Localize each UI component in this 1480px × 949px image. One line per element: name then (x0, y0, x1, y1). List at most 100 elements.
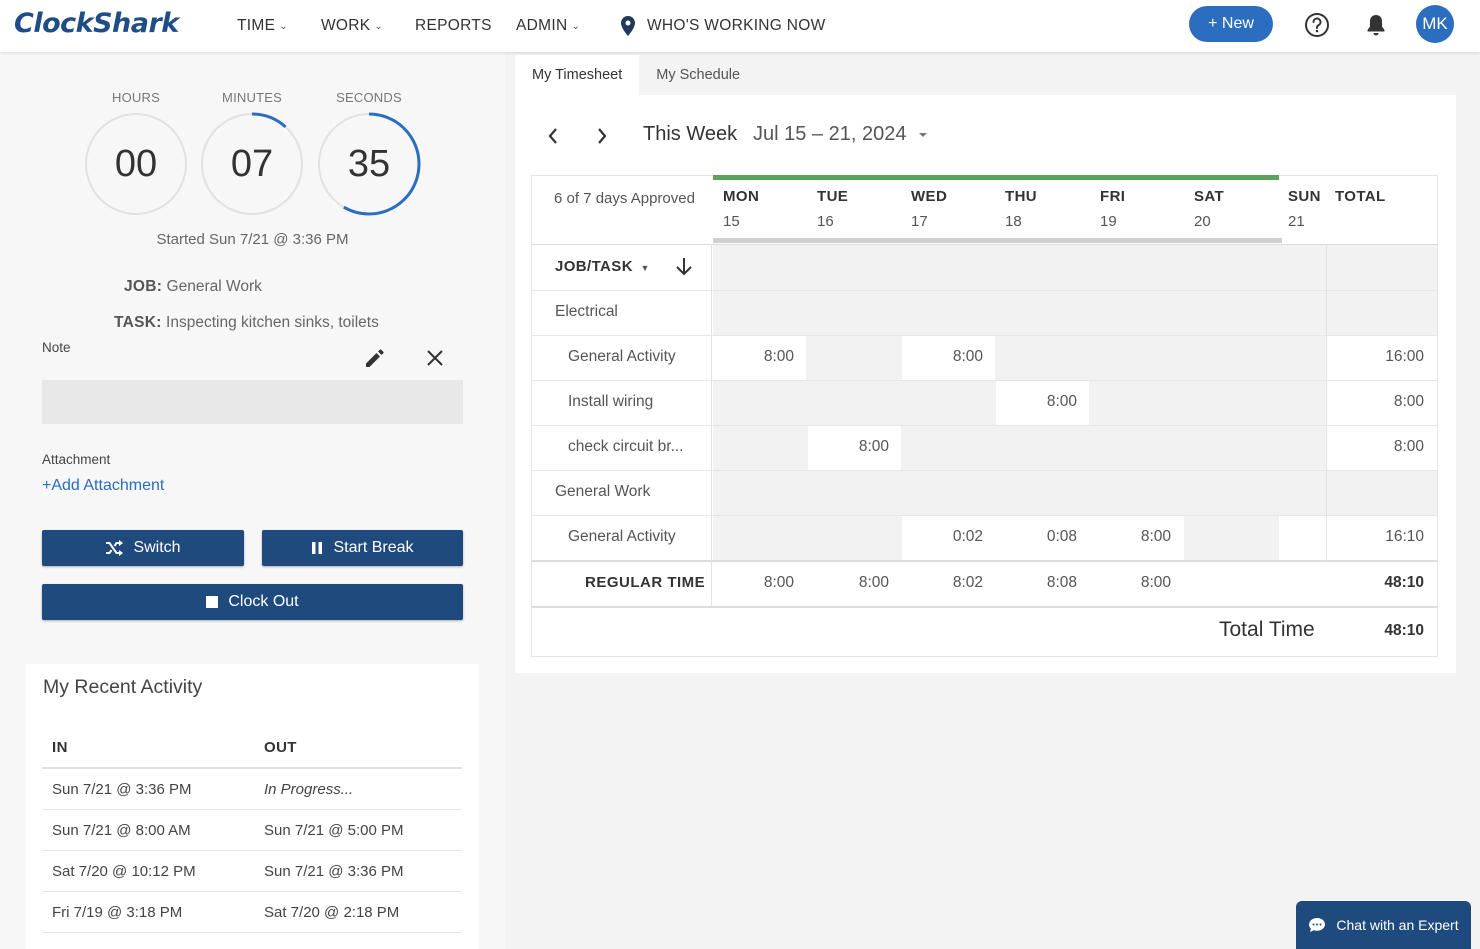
start-break-button[interactable]: Start Break (262, 530, 463, 566)
row-divider (531, 606, 1438, 608)
task-check-circuit: check circuit br... (568, 438, 684, 455)
activity-row[interactable]: Sun 7/21 @ 8:00 AM Sun 7/21 @ 5:00 PM (42, 810, 462, 851)
sort-down-arrow-icon[interactable] (674, 256, 694, 278)
note-field[interactable] (42, 380, 463, 424)
activity-out: Sat 7/20 @ 2:18 PM (264, 904, 400, 921)
seconds-value: 35 (347, 142, 391, 185)
day-header-sat: SAT (1194, 188, 1225, 205)
clock-out-button[interactable]: Clock Out (42, 584, 463, 620)
chevron-down-icon: ⌄ (279, 20, 288, 32)
job-value: General Work (166, 278, 262, 295)
time-value: 0:02 (952, 528, 983, 545)
date-range[interactable]: Jul 15 – 21, 2024 (753, 123, 907, 145)
location-pin-icon (621, 16, 635, 36)
activity-in: Sun 7/21 @ 3:36 PM (52, 781, 192, 798)
nav-reports[interactable]: REPORTS (415, 0, 492, 52)
attachment-label: Attachment (42, 452, 111, 467)
regular-time-label: REGULAR TIME (585, 574, 706, 591)
task-value: Inspecting kitchen sinks, toilets (166, 314, 379, 331)
day-num-thu: 18 (1005, 213, 1022, 230)
day-header-mon: MON (723, 188, 760, 205)
task-label: TASK: (114, 314, 162, 331)
regular-time-fri: 8:00 (1140, 574, 1171, 591)
notifications-button[interactable] (1362, 11, 1390, 39)
row-total: 8:00 (1393, 438, 1424, 455)
minutes-dial (200, 112, 304, 216)
nav-time-label: TIME (237, 17, 276, 34)
time-cell-wed[interactable] (902, 336, 995, 380)
row-divider (531, 425, 1438, 426)
switch-label: Switch (133, 539, 181, 556)
nav-time[interactable]: TIME ⌄ (237, 0, 288, 52)
clockshark-logo[interactable]: ClockShark (14, 8, 179, 39)
switch-button[interactable]: Switch (42, 530, 244, 566)
start-break-label: Start Break (333, 539, 414, 556)
time-value: 8:00 (1140, 528, 1171, 545)
nav-whos-working[interactable]: WHO'S WORKING NOW (621, 0, 826, 52)
time-value: 8:00 (763, 348, 794, 365)
column-divider (711, 244, 712, 606)
activity-in: Fri 7/19 @ 3:18 PM (52, 904, 183, 921)
row-divider (531, 335, 1438, 336)
chevron-left-icon[interactable] (546, 127, 560, 145)
add-attachment-link[interactable]: +Add Attachment (42, 477, 165, 494)
edit-note-icon[interactable] (364, 347, 386, 369)
clock-out-label: Clock Out (228, 593, 299, 610)
tab-my-schedule[interactable]: My Schedule (639, 55, 758, 95)
time-value: 0:08 (1046, 528, 1077, 545)
row-total: 16:10 (1385, 528, 1424, 545)
nav-admin[interactable]: ADMIN ⌄ (516, 0, 580, 52)
row-total: 8:00 (1393, 393, 1424, 410)
job-task-header[interactable]: JOB/TASK ▼ (555, 258, 650, 275)
time-cell-sun[interactable] (1279, 516, 1326, 560)
activity-row[interactable]: Sun 7/21 @ 3:36 PM In Progress... (42, 769, 462, 810)
row-divider (531, 380, 1438, 381)
time-cell-mon[interactable] (713, 336, 806, 380)
caret-down-icon[interactable] (917, 131, 929, 139)
time-cells-wed-fri[interactable] (902, 516, 1184, 560)
row-total-cell (1327, 336, 1437, 380)
seconds-dial (317, 112, 421, 216)
chevron-right-icon[interactable] (595, 127, 609, 145)
new-button[interactable]: + New (1189, 6, 1273, 42)
day-header-fri: FRI (1100, 188, 1126, 205)
total-time-value: 48:10 (1384, 622, 1424, 639)
in-column-header: IN (52, 739, 68, 756)
time-cell-tue[interactable] (808, 426, 901, 470)
time-value: 8:00 (952, 348, 983, 365)
day-num-sun: 21 (1288, 213, 1305, 230)
time-cell-thu[interactable] (996, 381, 1089, 425)
recent-activity-card: My Recent Activity IN OUT Sun 7/21 @ 3:3… (26, 664, 479, 949)
hours-label: HOURS (112, 90, 160, 105)
nav-work[interactable]: WORK ⌄ (321, 0, 383, 52)
activity-row[interactable]: Fri 7/19 @ 3:18 PM Sat 7/20 @ 2:18 PM (42, 892, 462, 933)
regular-time-total-cell (1279, 562, 1437, 606)
column-divider (1326, 244, 1327, 606)
user-avatar[interactable]: MK (1416, 5, 1454, 43)
close-icon[interactable] (426, 349, 444, 367)
day-header-tue: TUE (817, 188, 849, 205)
chat-bubble-icon (1309, 918, 1326, 932)
note-label: Note (42, 340, 71, 355)
tab-my-timesheet[interactable]: My Timesheet (515, 55, 640, 95)
row-total-cell (1327, 516, 1437, 560)
day-num-wed: 17 (911, 213, 928, 230)
time-value: 8:00 (1046, 393, 1077, 410)
shuffle-icon (106, 540, 124, 556)
chat-with-expert-button[interactable]: Chat with an Expert (1296, 901, 1471, 949)
row-total: 16:00 (1385, 348, 1424, 365)
row-total-cell (1327, 426, 1437, 470)
seconds-label: SECONDS (336, 90, 402, 105)
regular-time-wed: 8:02 (952, 574, 983, 591)
help-button[interactable] (1303, 11, 1331, 39)
activity-out: Sun 7/21 @ 5:00 PM (264, 822, 404, 839)
week-label: This Week (643, 123, 738, 145)
chevron-down-icon: ⌄ (374, 20, 384, 32)
row-divider (531, 244, 1438, 245)
out-column-header: OUT (264, 739, 297, 756)
activity-row[interactable]: Sat 7/20 @ 10:12 PM Sun 7/21 @ 3:36 PM (42, 851, 462, 892)
regular-time-total: 48:10 (1384, 574, 1424, 591)
minutes-label: MINUTES (222, 90, 282, 105)
row-divider (531, 470, 1438, 471)
day-num-fri: 19 (1100, 213, 1117, 230)
